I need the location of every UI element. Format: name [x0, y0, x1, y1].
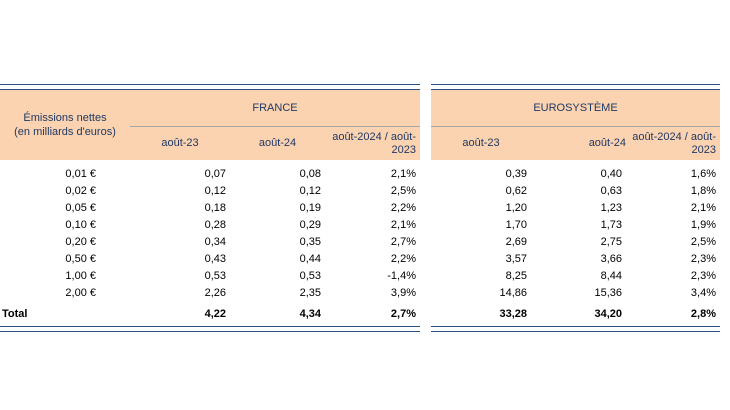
table-row: 14,86 15,36 3,4% [431, 285, 720, 302]
france-variation-value: 3,9% [390, 287, 416, 299]
france-aug23-value: 0,07 [204, 168, 226, 180]
col-header-variation: août-2024 / août- 2023 [325, 126, 420, 160]
col-header-aug23: août-23 [130, 126, 230, 160]
france-variation-value: 2,1% [390, 168, 416, 180]
france-aug24-value: 0,12 [299, 185, 321, 197]
eurosysteme-total-variation: 2,8% [690, 308, 716, 320]
table-row: 0,01 € 0,07 0,08 2,1% [0, 166, 420, 183]
denomination-label: 0,20 € [65, 236, 96, 248]
total-label: Total [2, 308, 28, 320]
eurosysteme-aug23-value: 2,69 [505, 236, 527, 248]
eurosysteme-aug24-value: 15,36 [594, 287, 622, 299]
france-aug23-value: 2,26 [204, 287, 226, 299]
eurosysteme-aug23-value: 3,57 [505, 253, 527, 265]
table-row: 0,20 € 0,34 0,35 2,7% [0, 234, 420, 251]
col-header-aug23: août-23 [431, 126, 531, 160]
france-aug24-value: 2,35 [299, 287, 321, 299]
eurosysteme-variation-value: 1,9% [690, 219, 716, 231]
col-var-line1: août-2024 / août- [332, 130, 416, 143]
eurosysteme-aug24-value: 1,73 [600, 219, 622, 231]
france-total-variation: 2,7% [390, 308, 416, 320]
eurosysteme-variation-value: 3,4% [690, 287, 716, 299]
france-aug24-value: 0,44 [299, 253, 321, 265]
france-variation-value: 2,7% [390, 236, 416, 248]
col-header-variation: août-2024 / août- 2023 [626, 126, 720, 160]
table-row: 8,25 8,44 2,3% [431, 268, 720, 285]
france-aug23-value: 0,28 [204, 219, 226, 231]
france-variation-value: -1,4% [387, 270, 416, 282]
eurosysteme-aug24-value: 0,63 [600, 185, 622, 197]
row-header-line1: Émissions nettes [23, 112, 107, 124]
denomination-label: 0,10 € [65, 219, 96, 231]
eurosysteme-total-aug24: 34,20 [594, 308, 622, 320]
table-row: 0,62 0,63 1,8% [431, 183, 720, 200]
eurosysteme-aug23-value: 8,25 [505, 270, 527, 282]
france-aug24-value: 0,08 [299, 168, 321, 180]
eurosysteme-variation-value: 2,3% [690, 270, 716, 282]
total-row: 33,28 34,20 2,8% [431, 302, 720, 327]
table-row: 2,69 2,75 2,5% [431, 234, 720, 251]
table-row: 1,70 1,73 1,9% [431, 217, 720, 234]
col-var-line2: 2023 [391, 143, 416, 156]
eurosysteme-variation-value: 1,8% [690, 185, 716, 197]
denomination-label: 0,02 € [65, 185, 96, 197]
france-aug24-value: 0,19 [299, 202, 321, 214]
eurosysteme-aug24-value: 8,44 [600, 270, 622, 282]
france-total-aug24: 4,34 [299, 308, 321, 320]
col-header-aug24: août-24 [531, 126, 626, 160]
eurosysteme-aug24-value: 0,40 [600, 168, 622, 180]
denomination-label: 0,50 € [65, 253, 96, 265]
france-aug23-value: 0,18 [204, 202, 226, 214]
table-row: 3,57 3,66 2,3% [431, 251, 720, 268]
france-aug24-value: 0,29 [299, 219, 321, 231]
row-header-line2: (en milliards d'euros) [14, 126, 116, 138]
eurosysteme-aug23-value: 1,20 [505, 202, 527, 214]
table-row: 0,10 € 0,28 0,29 2,1% [0, 217, 420, 234]
france-aug24-value: 0,35 [299, 236, 321, 248]
eurosysteme-variation-value: 2,5% [690, 236, 716, 248]
eurosysteme-aug23-value: 14,86 [499, 287, 527, 299]
eurosysteme-aug23-value: 0,39 [505, 168, 527, 180]
france-aug23-value: 0,43 [204, 253, 226, 265]
france-variation-value: 2,2% [390, 202, 416, 214]
row-header-label: Émissions nettes (en milliards d'euros) [0, 89, 130, 160]
eurosysteme-aug24-value: 3,66 [600, 253, 622, 265]
denomination-label: 2,00 € [65, 287, 96, 299]
denomination-label: 0,05 € [65, 202, 96, 214]
table-row: 0,39 0,40 1,6% [431, 166, 720, 183]
france-aug23-value: 0,34 [204, 236, 226, 248]
eurosysteme-variation-value: 2,3% [690, 253, 716, 265]
eurosysteme-table: EUROSYSTÈME août-23 août-24 août-2024 / … [431, 84, 720, 332]
eurosysteme-variation-value: 1,6% [690, 168, 716, 180]
denomination-label: 1,00 € [65, 270, 96, 282]
table-row: 2,00 € 2,26 2,35 3,9% [0, 285, 420, 302]
france-aug23-value: 0,53 [204, 270, 226, 282]
table-row: 1,20 1,23 2,1% [431, 200, 720, 217]
table-row: 1,00 € 0,53 0,53 -1,4% [0, 268, 420, 285]
france-aug23-value: 0,12 [204, 185, 226, 197]
eurosysteme-aug23-value: 0,62 [505, 185, 527, 197]
col-var-line2: 2023 [691, 143, 716, 156]
total-row: Total 4,22 4,34 2,7% [0, 302, 420, 327]
eurosysteme-aug23-value: 1,70 [505, 219, 527, 231]
france-variation-value: 2,5% [390, 185, 416, 197]
france-total-aug23: 4,22 [204, 308, 226, 320]
col-header-aug24: août-24 [230, 126, 325, 160]
eurosysteme-header: EUROSYSTÈME [431, 89, 720, 127]
france-table: Émissions nettes (en milliards d'euros) … [0, 84, 420, 332]
france-variation-value: 2,2% [390, 253, 416, 265]
france-aug24-value: 0,53 [299, 270, 321, 282]
france-header: FRANCE [130, 89, 420, 127]
eurosysteme-aug24-value: 2,75 [600, 236, 622, 248]
table-row: 0,02 € 0,12 0,12 2,5% [0, 183, 420, 200]
table-row: 0,50 € 0,43 0,44 2,2% [0, 251, 420, 268]
eurosysteme-variation-value: 2,1% [690, 202, 716, 214]
col-var-line1: août-2024 / août- [632, 130, 716, 143]
denomination-label: 0,01 € [65, 168, 96, 180]
eurosysteme-aug24-value: 1,23 [600, 202, 622, 214]
france-variation-value: 2,1% [390, 219, 416, 231]
eurosysteme-total-aug23: 33,28 [499, 308, 527, 320]
table-row: 0,05 € 0,18 0,19 2,2% [0, 200, 420, 217]
